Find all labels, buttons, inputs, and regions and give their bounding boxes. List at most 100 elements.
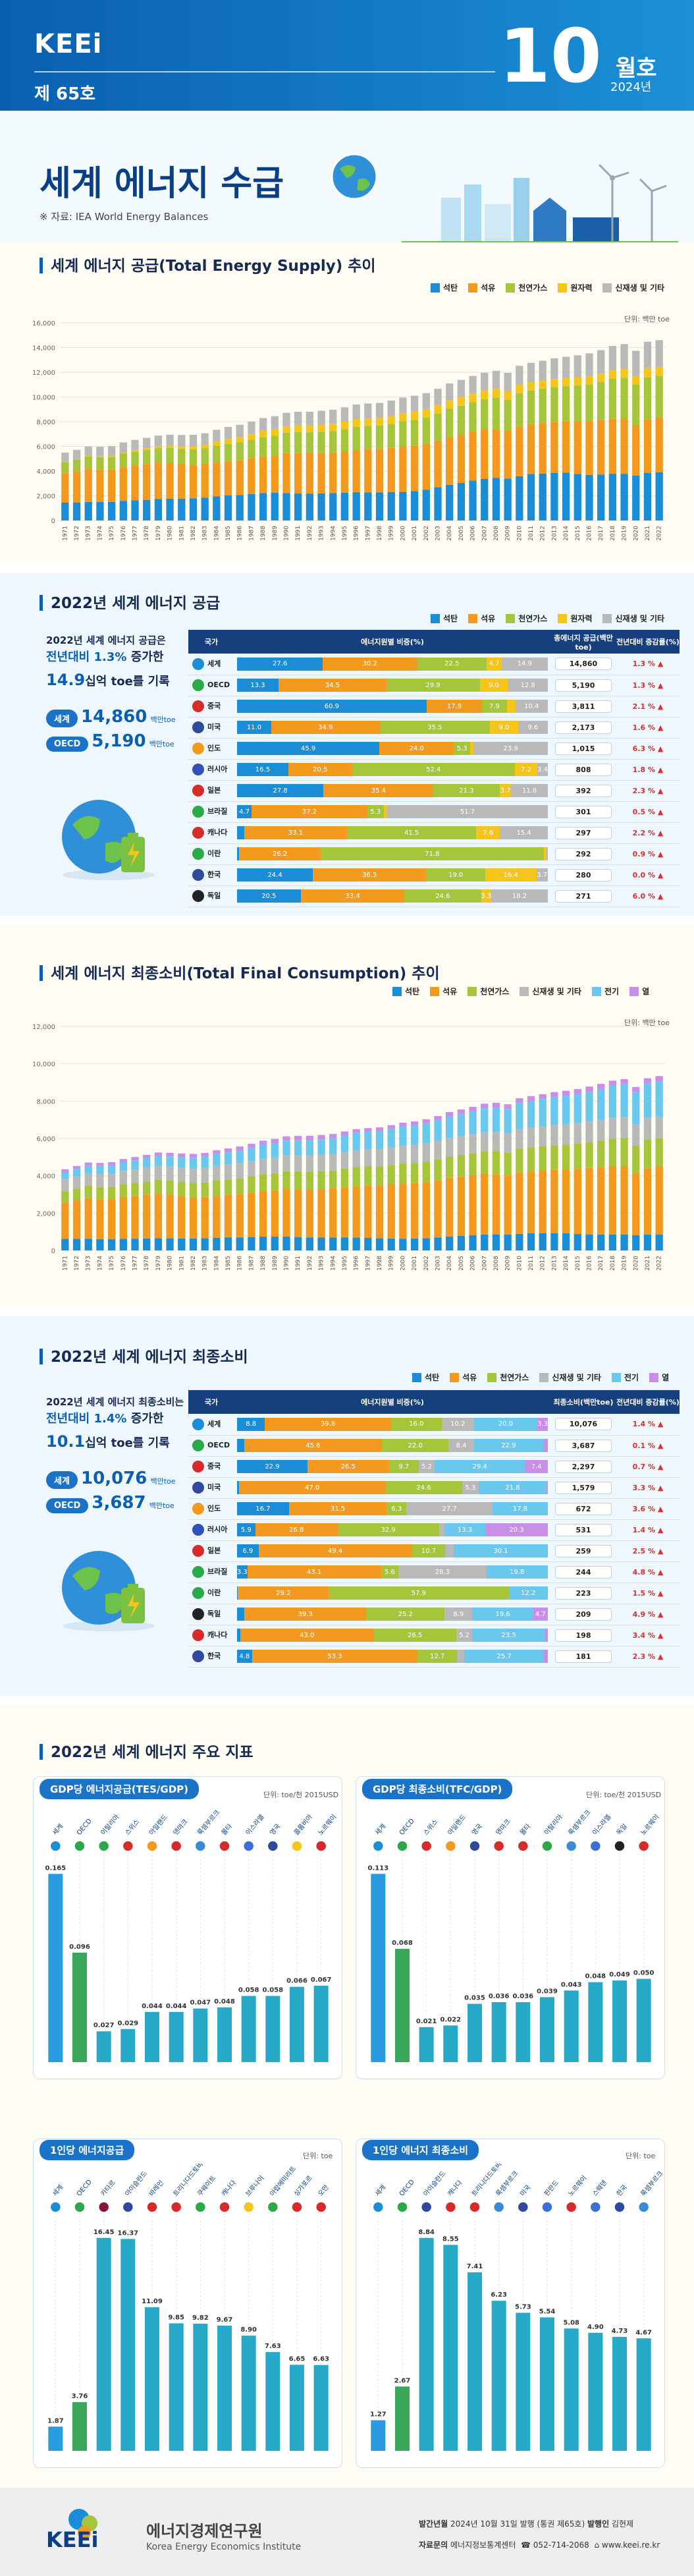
share-segment: 4.7 [487, 657, 502, 671]
bar-segment [72, 471, 81, 503]
share-segment: 30.2 [323, 657, 417, 671]
country-cell: 독일 [188, 1604, 234, 1625]
share-segment: 5.2 [456, 1629, 473, 1642]
bar-segment [387, 447, 395, 492]
category-label: 아이슬란드 [422, 2170, 448, 2198]
share-bar: 16.5 20.5 52.4 7.2 3.4 [237, 763, 548, 776]
legend-label: 천연가스 [480, 987, 510, 996]
country-name: 세계 [207, 659, 221, 668]
bar-segment [201, 445, 209, 449]
table-header: 총에너지 공급(백만toe) [550, 630, 616, 654]
value-label: 0.039 [537, 1988, 558, 1995]
category-label: OECD [76, 2179, 93, 2198]
flag-icon [589, 1840, 602, 1852]
bar-segment [306, 432, 314, 453]
bar-segment [516, 1129, 523, 1149]
bar-segment [189, 1238, 198, 1250]
bar-segment [131, 439, 139, 451]
country-name: 한국 [207, 1652, 221, 1660]
value-label: 0.058 [263, 1987, 284, 1994]
bar-segment [317, 493, 325, 520]
bar-segment [166, 1181, 174, 1195]
bar-segment [154, 1152, 163, 1156]
bar-segment [375, 492, 384, 520]
bar-segment [213, 430, 221, 442]
share-segment: 5.3 [454, 742, 471, 755]
bar-segment [259, 437, 267, 457]
growth-rate: 3.3 % ▲ [616, 1477, 680, 1499]
bar-segment [248, 439, 255, 459]
footer-website[interactable]: www.keei.re.kr [601, 2540, 660, 2550]
table-header: 에너지원별 비중(%) [234, 630, 550, 654]
x-tick-label: 2008 [493, 526, 500, 541]
share-segment: 43.1 [247, 1565, 381, 1579]
bar-segment [143, 499, 151, 520]
y-tick-label: 10,000 [32, 395, 55, 402]
bar [612, 1980, 627, 2062]
bar-segment [481, 479, 489, 520]
country-cell: 이란 [188, 843, 234, 865]
share-segment: 71.8 [320, 847, 544, 860]
category-label: 바레인 [147, 2179, 165, 2198]
bar-segment [317, 1189, 325, 1238]
bar-segment [248, 493, 255, 520]
share-bar: 27.8 35.4 21.3 3.7 11.8 [237, 784, 548, 797]
bar-segment [154, 1179, 163, 1194]
bar-segment [562, 421, 570, 473]
bar-segment [189, 1154, 198, 1158]
share-cell: 29.2 57.9 12.2 [234, 1582, 550, 1604]
legend-label: 신재생 및 기타 [532, 987, 581, 996]
bar-segment [375, 403, 384, 418]
share-cell: 45.6 22.0 8.4 22.9 [234, 1435, 550, 1457]
share-segment: 17.9 [426, 700, 483, 713]
bar [419, 2027, 434, 2062]
bar-segment [457, 1154, 466, 1177]
x-tick-label: 1984 [213, 1256, 220, 1271]
bar-segment [294, 453, 302, 493]
flag-icon [192, 1461, 204, 1472]
bar-segment [201, 1167, 209, 1183]
share-segment: 34.9 [271, 721, 380, 734]
summary-text: 십억 toe를 기록 [85, 674, 170, 688]
x-tick-label: 1972 [74, 526, 80, 541]
bar-segment [608, 370, 617, 379]
bar-segment [492, 1174, 500, 1235]
gdp-tes-chart: 세계 0.165 OECD 0.096 이탈리아 0.027 스위스 0.029 아일랜드 0.0… [45, 1808, 338, 2062]
bar-segment [550, 379, 558, 387]
value-label: 0.066 [286, 1978, 307, 1985]
bar-segment [562, 386, 570, 422]
bar-segment [271, 416, 279, 430]
bar-segment [387, 424, 395, 448]
bar-segment [620, 1078, 628, 1084]
share-segment: 35.4 [323, 784, 434, 797]
share-segment [457, 1650, 464, 1663]
total-value: 244 [555, 1565, 612, 1579]
bar-segment [539, 1126, 547, 1146]
bar [636, 1978, 651, 2062]
share-segment: 23.9 [473, 742, 548, 755]
bar-segment [317, 1134, 325, 1140]
pc-tfc-chart: 세계1.27OECD2.67아이슬란드8.84캐나다8.55트리니다드토바고7.… [370, 2164, 662, 2451]
category-label: 이탈리아 [542, 1812, 564, 1837]
bar-segment [107, 1187, 116, 1200]
x-tick-label: 2005 [458, 1256, 465, 1271]
bar-segment [527, 1147, 535, 1172]
x-tick-label: 2003 [435, 1256, 442, 1271]
value-label: 8.84 [418, 2229, 435, 2236]
growth-rate: 0.0 % ▲ [616, 864, 680, 886]
category-label: 이탈리아 [99, 1812, 121, 1837]
country-name: 브라질 [207, 807, 228, 816]
total-cell: 1,579 [550, 1477, 616, 1499]
bar-segment [539, 423, 547, 474]
share-segment [237, 847, 240, 860]
y-tick-label: 6,000 [36, 1136, 55, 1143]
country-name: 브라질 [207, 1567, 228, 1576]
flag-icon [493, 2201, 505, 2213]
value-label: 0.096 [69, 1944, 90, 1951]
category-label: 스위스 [421, 1817, 440, 1837]
category-label: 캐나다 [220, 2179, 238, 2198]
bar-segment [608, 1166, 617, 1235]
bar-segment [655, 340, 663, 368]
x-tick-label: 1992 [307, 1256, 313, 1271]
country-name: 미국 [207, 1483, 221, 1492]
